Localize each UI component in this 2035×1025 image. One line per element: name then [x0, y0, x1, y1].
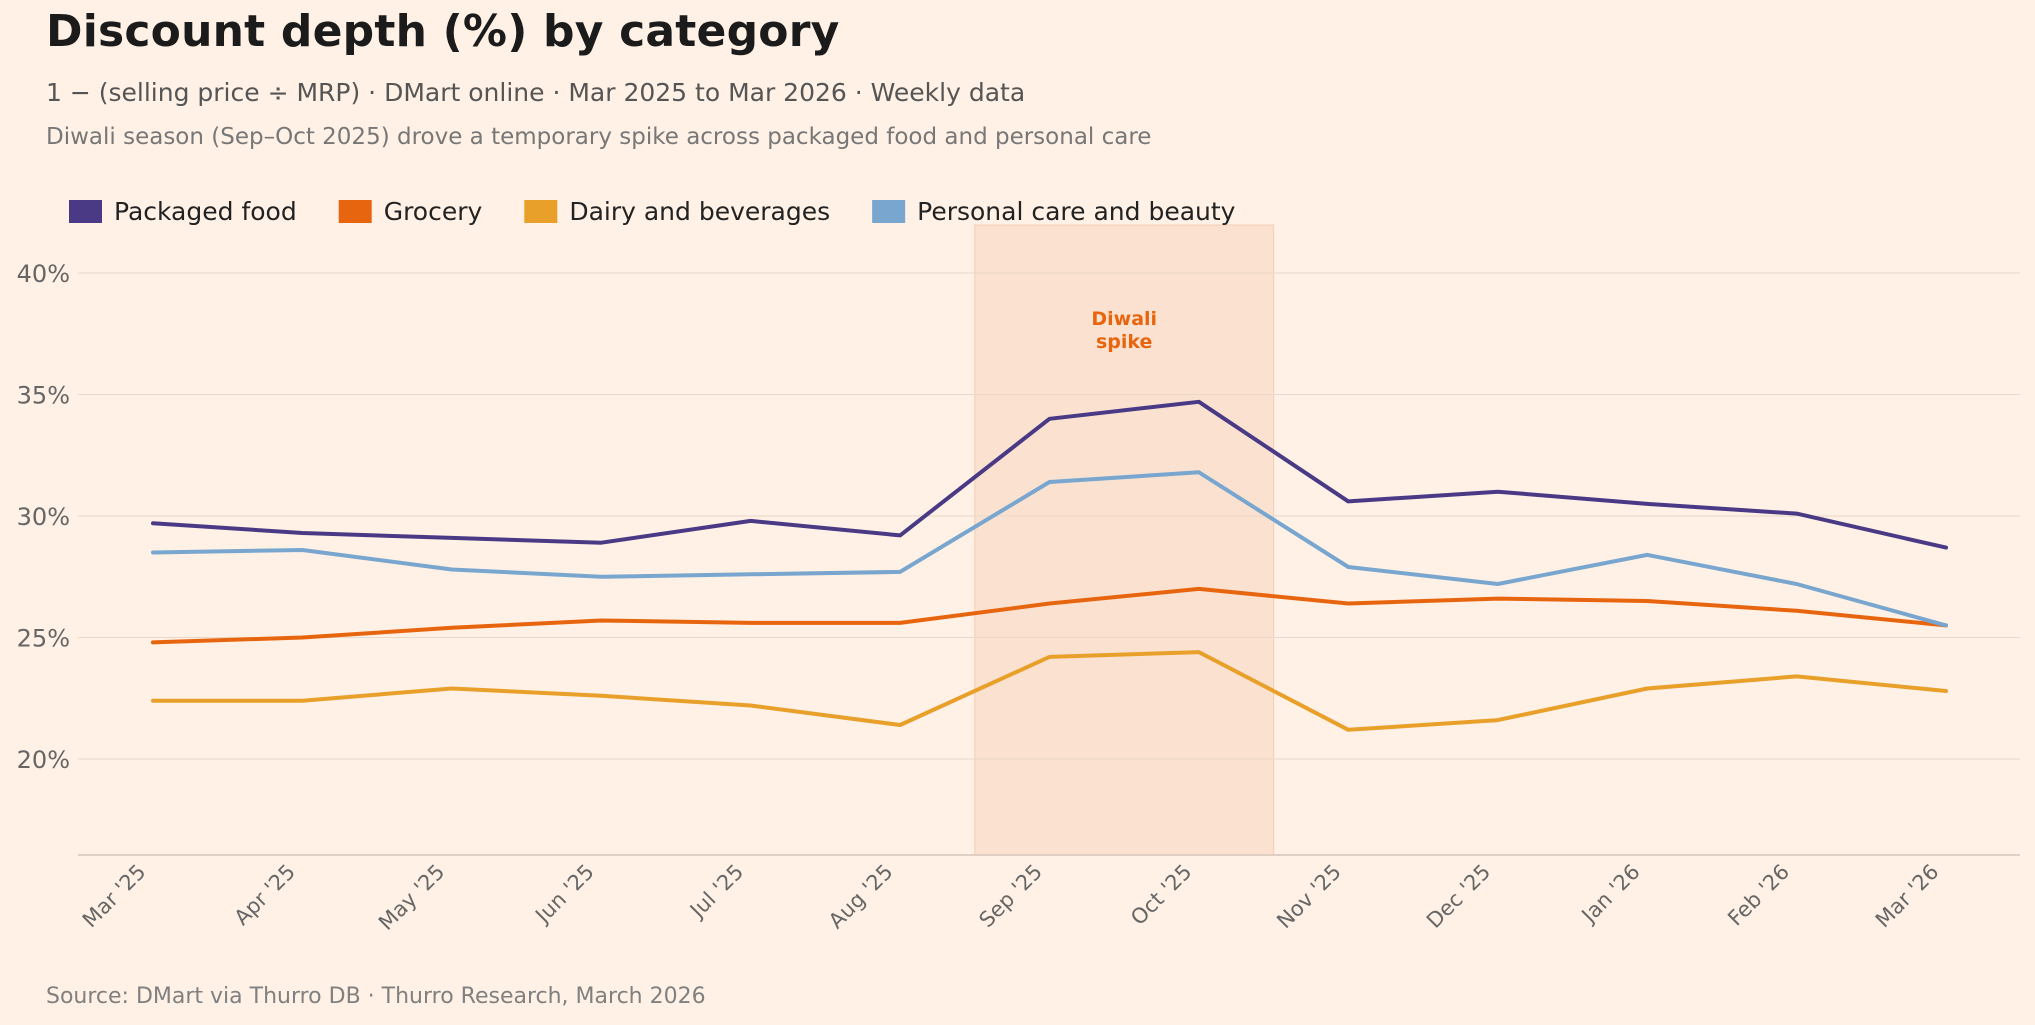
chart-note: Diwali season (Sep–Oct 2025) drove a tem…	[46, 124, 1152, 150]
x-tick-label: Mar '25	[78, 860, 151, 933]
x-tick-label: Mar '26	[1871, 860, 1944, 933]
x-tick-label: Feb '26	[1723, 860, 1794, 931]
legend-swatch	[69, 200, 102, 223]
x-tick-label: Jun '25	[530, 860, 599, 929]
y-tick-label: 40%	[17, 260, 70, 288]
x-tick-label: Oct '25	[1126, 860, 1196, 930]
legend-label: Packaged food	[114, 197, 297, 226]
chart-title: Discount depth (%) by category	[46, 6, 840, 57]
x-tick-label: Nov '25	[1272, 860, 1346, 934]
series-line-personal-care-and-beauty	[151, 470, 1948, 628]
x-tick-label: May '25	[374, 860, 449, 935]
y-tick-label: 30%	[17, 503, 70, 531]
x-tick-label: Apr '25	[230, 860, 300, 930]
y-tick-label: 25%	[17, 625, 70, 653]
x-tick-label: Sep '25	[974, 860, 1047, 933]
x-tick-label: Jan '26	[1576, 860, 1645, 929]
x-tick-label: Jul '25	[684, 860, 748, 924]
source-note: Source: DMart via Thurro DB · Thurro Res…	[46, 984, 706, 1009]
y-tick-label: 35%	[17, 382, 70, 410]
series-line-grocery	[151, 586, 1948, 645]
legend-label: Grocery	[384, 197, 483, 226]
series-line-packaged-food	[151, 399, 1948, 550]
annotation-label: spike	[1096, 331, 1152, 353]
x-tick-label: Dec '25	[1422, 860, 1495, 933]
legend-swatch	[338, 200, 372, 223]
annotation-label: Diwali	[1091, 308, 1157, 330]
series-line-dairy-and-beverages	[151, 650, 1948, 732]
legend-swatch	[872, 200, 906, 223]
legend-label: Personal care and beauty	[917, 197, 1236, 226]
legend-swatch	[524, 200, 558, 223]
y-tick-label: 20%	[17, 746, 70, 774]
chart-subtitle: 1 − (selling price ÷ MRP) · DMart online…	[46, 78, 1026, 107]
legend-label: Dairy and beverages	[569, 197, 830, 226]
x-tick-label: Aug '25	[824, 860, 898, 934]
highlight-band	[974, 224, 1275, 856]
